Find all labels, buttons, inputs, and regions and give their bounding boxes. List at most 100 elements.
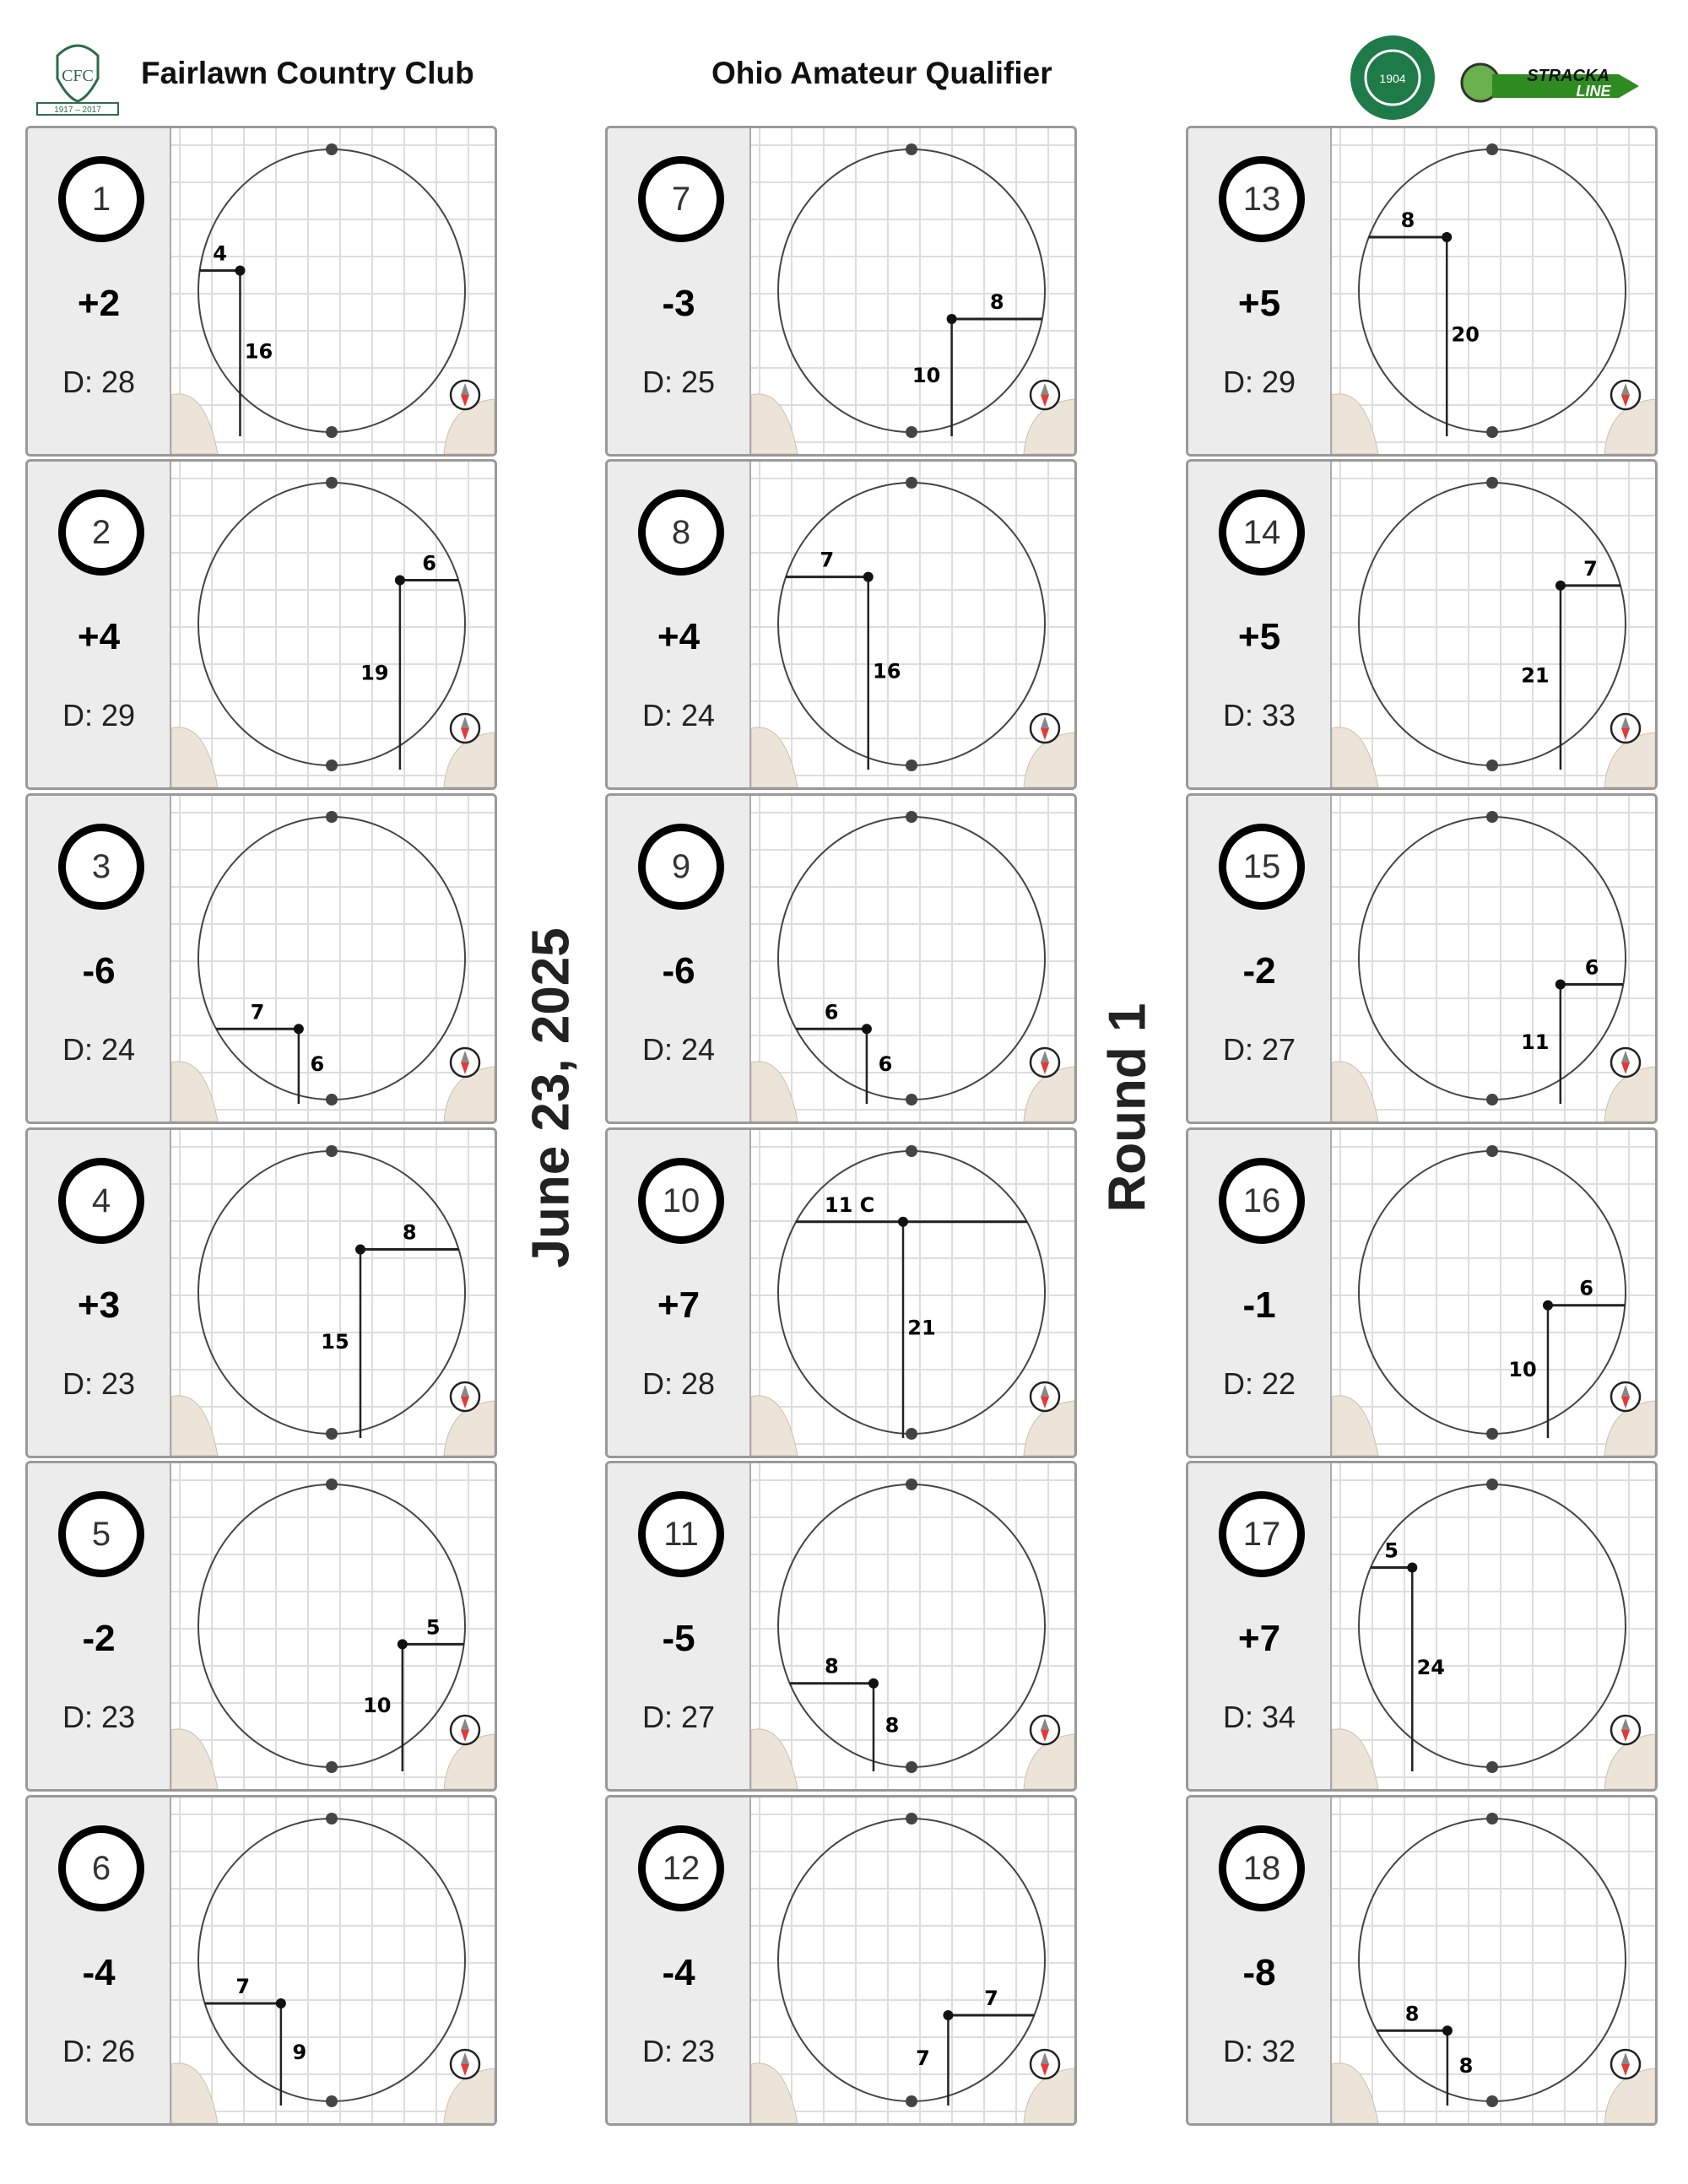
green-front-back-marker: [326, 2095, 338, 2107]
green-front-back-marker: [326, 426, 338, 438]
pin-score: -8: [1242, 1952, 1276, 1993]
green-front-back-marker: [1486, 1094, 1498, 1106]
hole-card: 9 -6 D: 24 6 6: [605, 793, 1077, 1124]
green-depth: D: 24: [641, 1032, 716, 1067]
green-diagram: 8 10: [751, 128, 1074, 454]
hole-number: 18: [1219, 1825, 1305, 1911]
bunker: [443, 1733, 495, 1789]
hole-info-panel: 9 -6 D: 24: [608, 796, 751, 1122]
hole-card: 17 +7 D: 34 5 24: [1186, 1461, 1658, 1792]
pin-front-distance: 19: [360, 661, 388, 684]
hole-info-panel: 17 +7 D: 34: [1188, 1463, 1332, 1789]
green-front-back-marker: [1486, 477, 1498, 489]
round-label: Round 1: [1098, 1003, 1157, 1213]
compass-icon: [449, 1046, 481, 1078]
pin-front-distance: 21: [1521, 663, 1549, 687]
hole-number: 11: [638, 1491, 724, 1577]
green-depth: D: 23: [641, 2034, 716, 2068]
bunker: [1023, 1066, 1074, 1122]
pin-front-distance: 6: [311, 1052, 325, 1076]
hole-number: 3: [58, 824, 144, 910]
pin-marker: [868, 1678, 879, 1689]
hole-number: 15: [1219, 824, 1305, 910]
pin-front-distance: 8: [1459, 2054, 1474, 2078]
bunker: [1023, 2068, 1074, 2123]
pin-side-distance: 7: [251, 1000, 265, 1024]
pin-side-distance: 6: [422, 552, 436, 576]
green-diagram: 11 C 21: [751, 1130, 1074, 1456]
pin-score: -4: [662, 1952, 695, 1993]
pin-marker: [943, 2010, 954, 2021]
compass-icon: [1029, 1381, 1061, 1413]
green-outline: [777, 1484, 1046, 1768]
hole-number: 12: [638, 1825, 724, 1911]
hole-number: 10: [638, 1158, 724, 1244]
pin-marker: [1555, 979, 1566, 990]
bunker: [443, 1400, 495, 1456]
hole-info-panel: 5 -2 D: 23: [28, 1463, 171, 1789]
compass-icon: [1029, 1714, 1061, 1746]
bunker: [1604, 2068, 1655, 2123]
green-diagram: 6 11: [1332, 796, 1655, 1122]
pin-score: +5: [1237, 616, 1281, 657]
green-outline: [777, 149, 1046, 433]
pin-marker: [275, 1998, 286, 2009]
pin-front-distance: 6: [879, 1052, 893, 1076]
pin-score: +5: [1237, 283, 1281, 324]
green-front-back-marker: [906, 1761, 917, 1773]
pin-marker: [397, 1639, 408, 1650]
green-front-back-marker: [1486, 426, 1498, 438]
bunker: [171, 1395, 219, 1456]
green-depth: D: 32: [1222, 2034, 1296, 2068]
pin-front-distance: 16: [245, 339, 273, 363]
hole-card: 12 -4 D: 23 7 7: [605, 1795, 1077, 2126]
green-depth: D: 25: [641, 365, 716, 399]
bunker: [751, 393, 798, 454]
hole-card: 3 -6 D: 24 7 6: [25, 793, 497, 1124]
svg-text:STRACKA: STRACKA: [1527, 67, 1610, 85]
green-front-back-marker: [1486, 1479, 1498, 1490]
hole-card: 15 -2 D: 27 6 11: [1186, 793, 1658, 1124]
pin-side-distance: 7: [984, 1987, 998, 2010]
svg-text:CFC: CFC: [62, 67, 94, 85]
bunker: [1604, 1066, 1655, 1122]
green-outline: [777, 816, 1046, 1100]
hole-info-panel: 1 +2 D: 28: [28, 128, 171, 454]
pin-side-distance: 8: [990, 290, 1004, 314]
hole-card: 10 +7 D: 28 11 C 21: [605, 1127, 1077, 1458]
green-front-back-marker: [1486, 2095, 1498, 2107]
hole-number: 8: [638, 489, 724, 576]
date-label: June 23, 2025: [522, 927, 581, 1268]
green-outline: [777, 1150, 1046, 1435]
green-front-back-marker: [326, 811, 338, 823]
hole-info-panel: 14 +5 D: 33: [1188, 462, 1332, 787]
hole-card: 4 +3 D: 23 8 15: [25, 1127, 497, 1458]
pin-marker: [1555, 580, 1566, 591]
bunker: [751, 1395, 798, 1456]
pin-side-distance: 8: [825, 1655, 839, 1679]
bunker: [171, 1061, 219, 1122]
green-depth: D: 33: [1222, 698, 1296, 733]
bunker: [1604, 398, 1655, 454]
bunker: [1023, 732, 1074, 787]
green-depth: D: 24: [62, 1032, 136, 1067]
hole-number: 14: [1219, 489, 1305, 576]
bunker: [1332, 1395, 1379, 1456]
green-depth: D: 23: [62, 1366, 136, 1401]
stracka-line-logo: STRACKA LINE: [1460, 62, 1639, 103]
pin-side-distance: 8: [403, 1221, 417, 1245]
hole-number: 2: [58, 489, 144, 576]
bunker: [1332, 393, 1379, 454]
pin-front-distance: 11: [1521, 1030, 1549, 1054]
green-front-back-marker: [326, 477, 338, 489]
green-front-back-marker: [326, 1813, 338, 1825]
hole-info-panel: 10 +7 D: 28: [608, 1130, 751, 1456]
bunker: [1604, 732, 1655, 787]
compass-icon: [449, 379, 481, 411]
bunker: [171, 2062, 219, 2123]
green-front-back-marker: [906, 760, 917, 771]
hole-info-panel: 15 -2 D: 27: [1188, 796, 1332, 1122]
pin-score: -1: [1242, 1284, 1276, 1326]
green-front-back-marker: [326, 143, 338, 155]
club-name: Fairlawn Country Club: [141, 56, 474, 90]
